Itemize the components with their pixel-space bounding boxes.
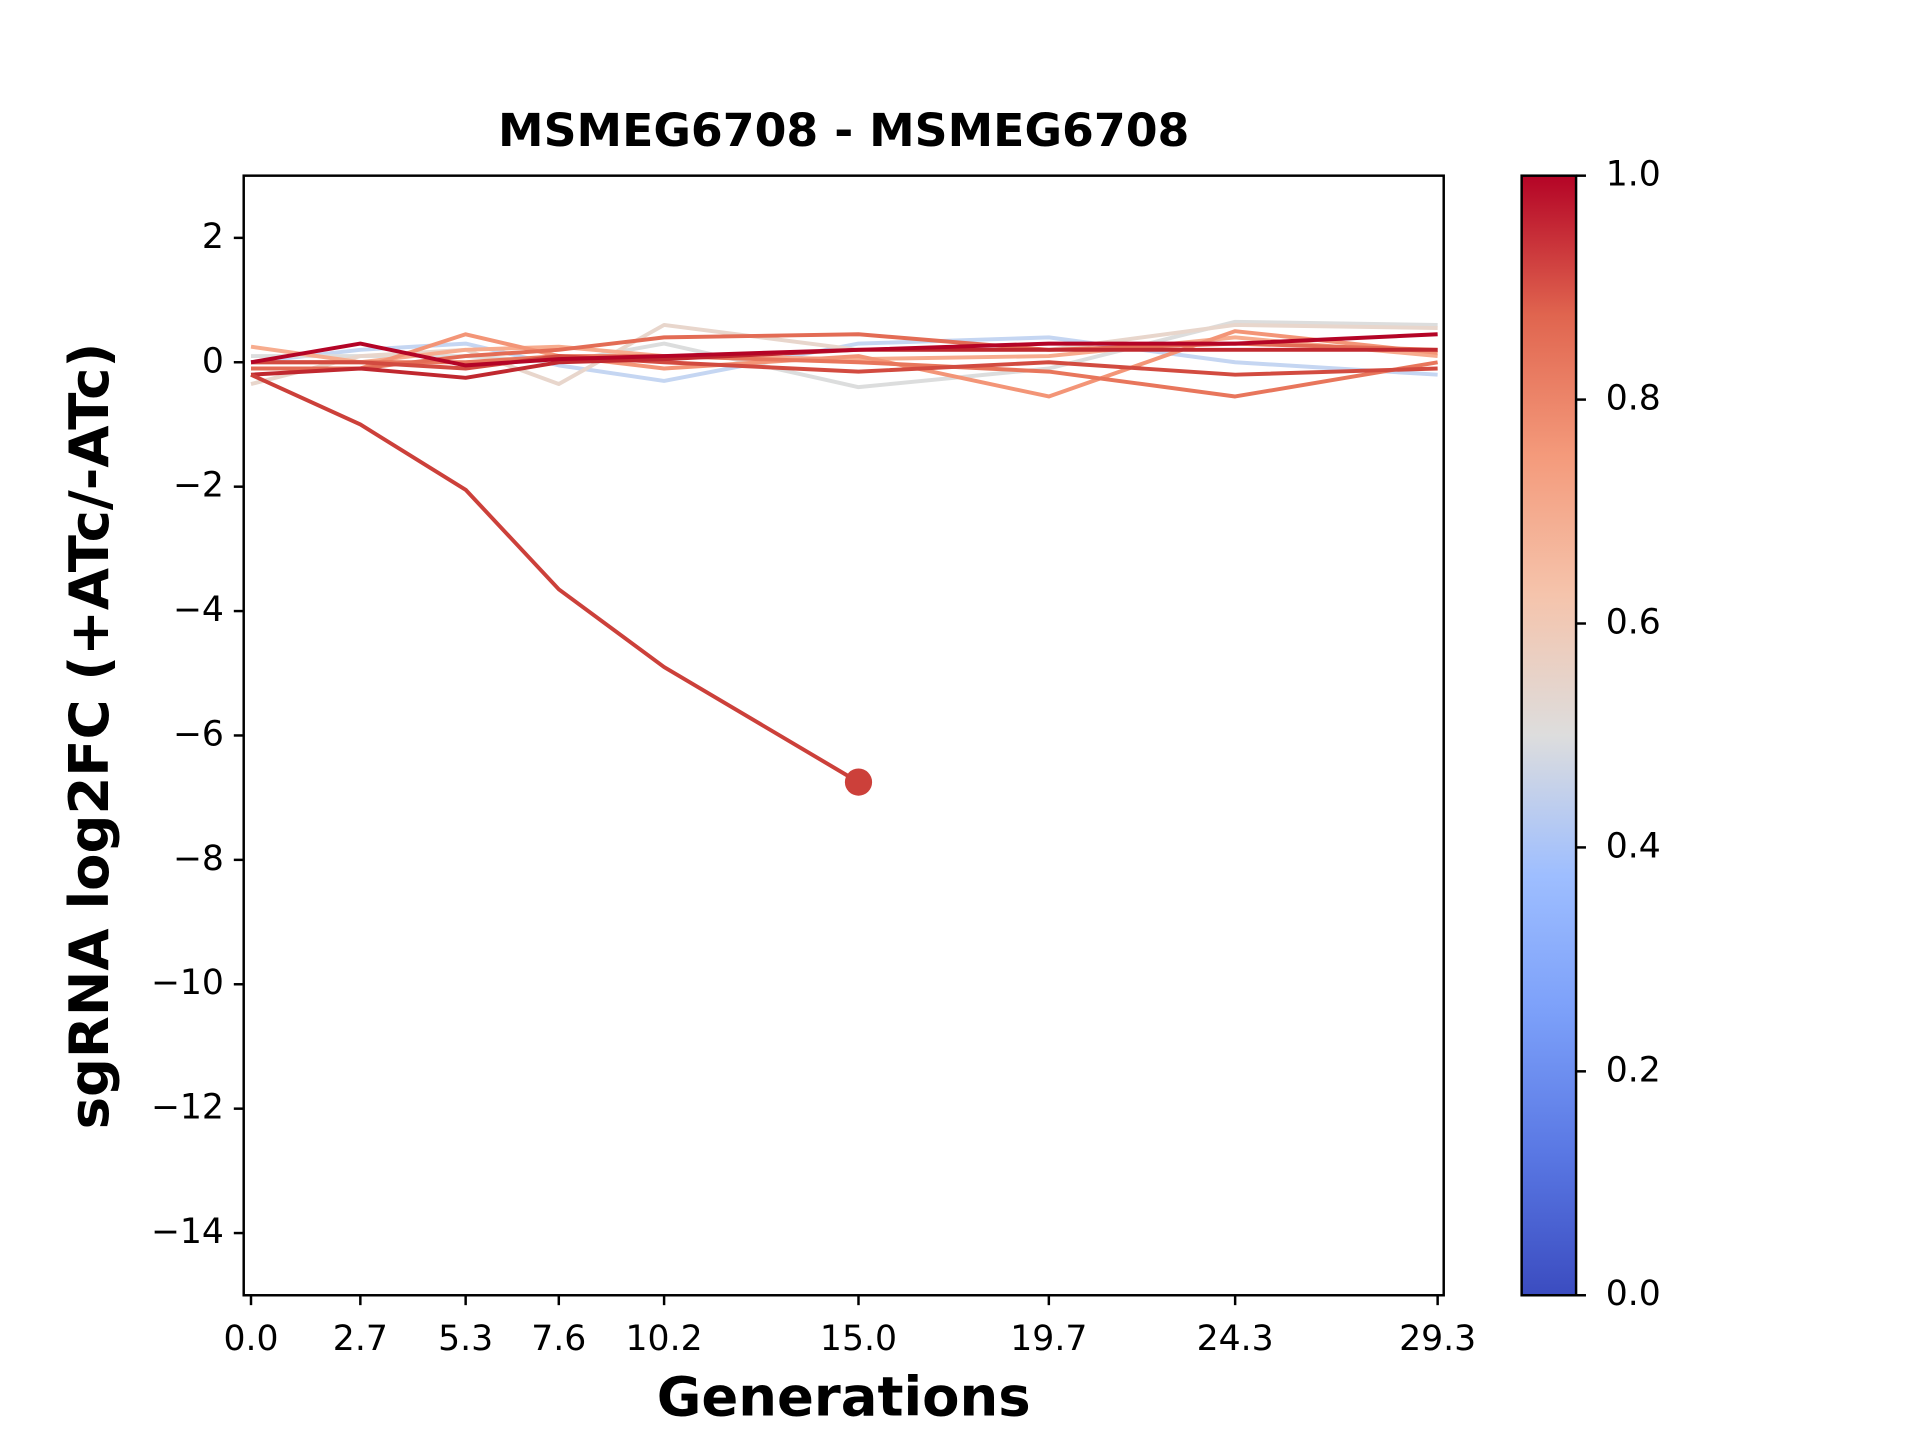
colorbar-tick-label: 1.0 xyxy=(1606,155,1661,195)
y-tick-label: −2 xyxy=(173,466,224,506)
colorbar-tick-label: 0.8 xyxy=(1606,379,1661,419)
x-tick-label: 0.0 xyxy=(223,1319,278,1359)
x-tick-label: 10.2 xyxy=(626,1319,703,1359)
y-tick-label: −4 xyxy=(173,590,224,630)
series-line xyxy=(250,372,860,784)
y-tick-label: −14 xyxy=(151,1212,224,1252)
series-line xyxy=(251,354,1438,377)
series-line xyxy=(250,347,1438,380)
colorbar xyxy=(1520,174,1578,1297)
y-tick-label: −8 xyxy=(173,839,224,879)
colorbar-tick-label: 0.4 xyxy=(1606,826,1661,866)
series-line xyxy=(251,329,1438,399)
chart-title: MSMEG6708 - MSMEG6708 xyxy=(498,104,1189,157)
x-tick-label: 15.0 xyxy=(820,1319,897,1359)
series-line xyxy=(250,322,1438,387)
y-axis-label: sgRNA log2FC (+ATc/-ATc) xyxy=(57,343,121,1130)
colorbar-tick-label: 0.2 xyxy=(1606,1050,1661,1090)
x-tick-label: 19.7 xyxy=(1010,1319,1087,1359)
series-line xyxy=(250,332,1438,368)
x-tick-label: 24.3 xyxy=(1197,1319,1274,1359)
x-axis-label: Generations xyxy=(657,1365,1031,1429)
x-tick-label: 29.3 xyxy=(1399,1319,1476,1359)
y-tick-label: −10 xyxy=(151,963,224,1003)
colorbar-tick-label: 0.0 xyxy=(1606,1274,1661,1314)
y-tick-label: 0 xyxy=(202,341,224,381)
x-tick-label: 5.3 xyxy=(438,1319,493,1359)
end-marker xyxy=(844,768,873,796)
y-tick-label: −12 xyxy=(151,1088,224,1128)
y-tick-label: 2 xyxy=(202,217,224,257)
y-tick-label: −6 xyxy=(173,714,224,754)
colorbar-tick-label: 0.6 xyxy=(1606,603,1661,643)
x-tick-label: 7.6 xyxy=(531,1319,586,1359)
x-tick-label: 2.7 xyxy=(333,1319,388,1359)
